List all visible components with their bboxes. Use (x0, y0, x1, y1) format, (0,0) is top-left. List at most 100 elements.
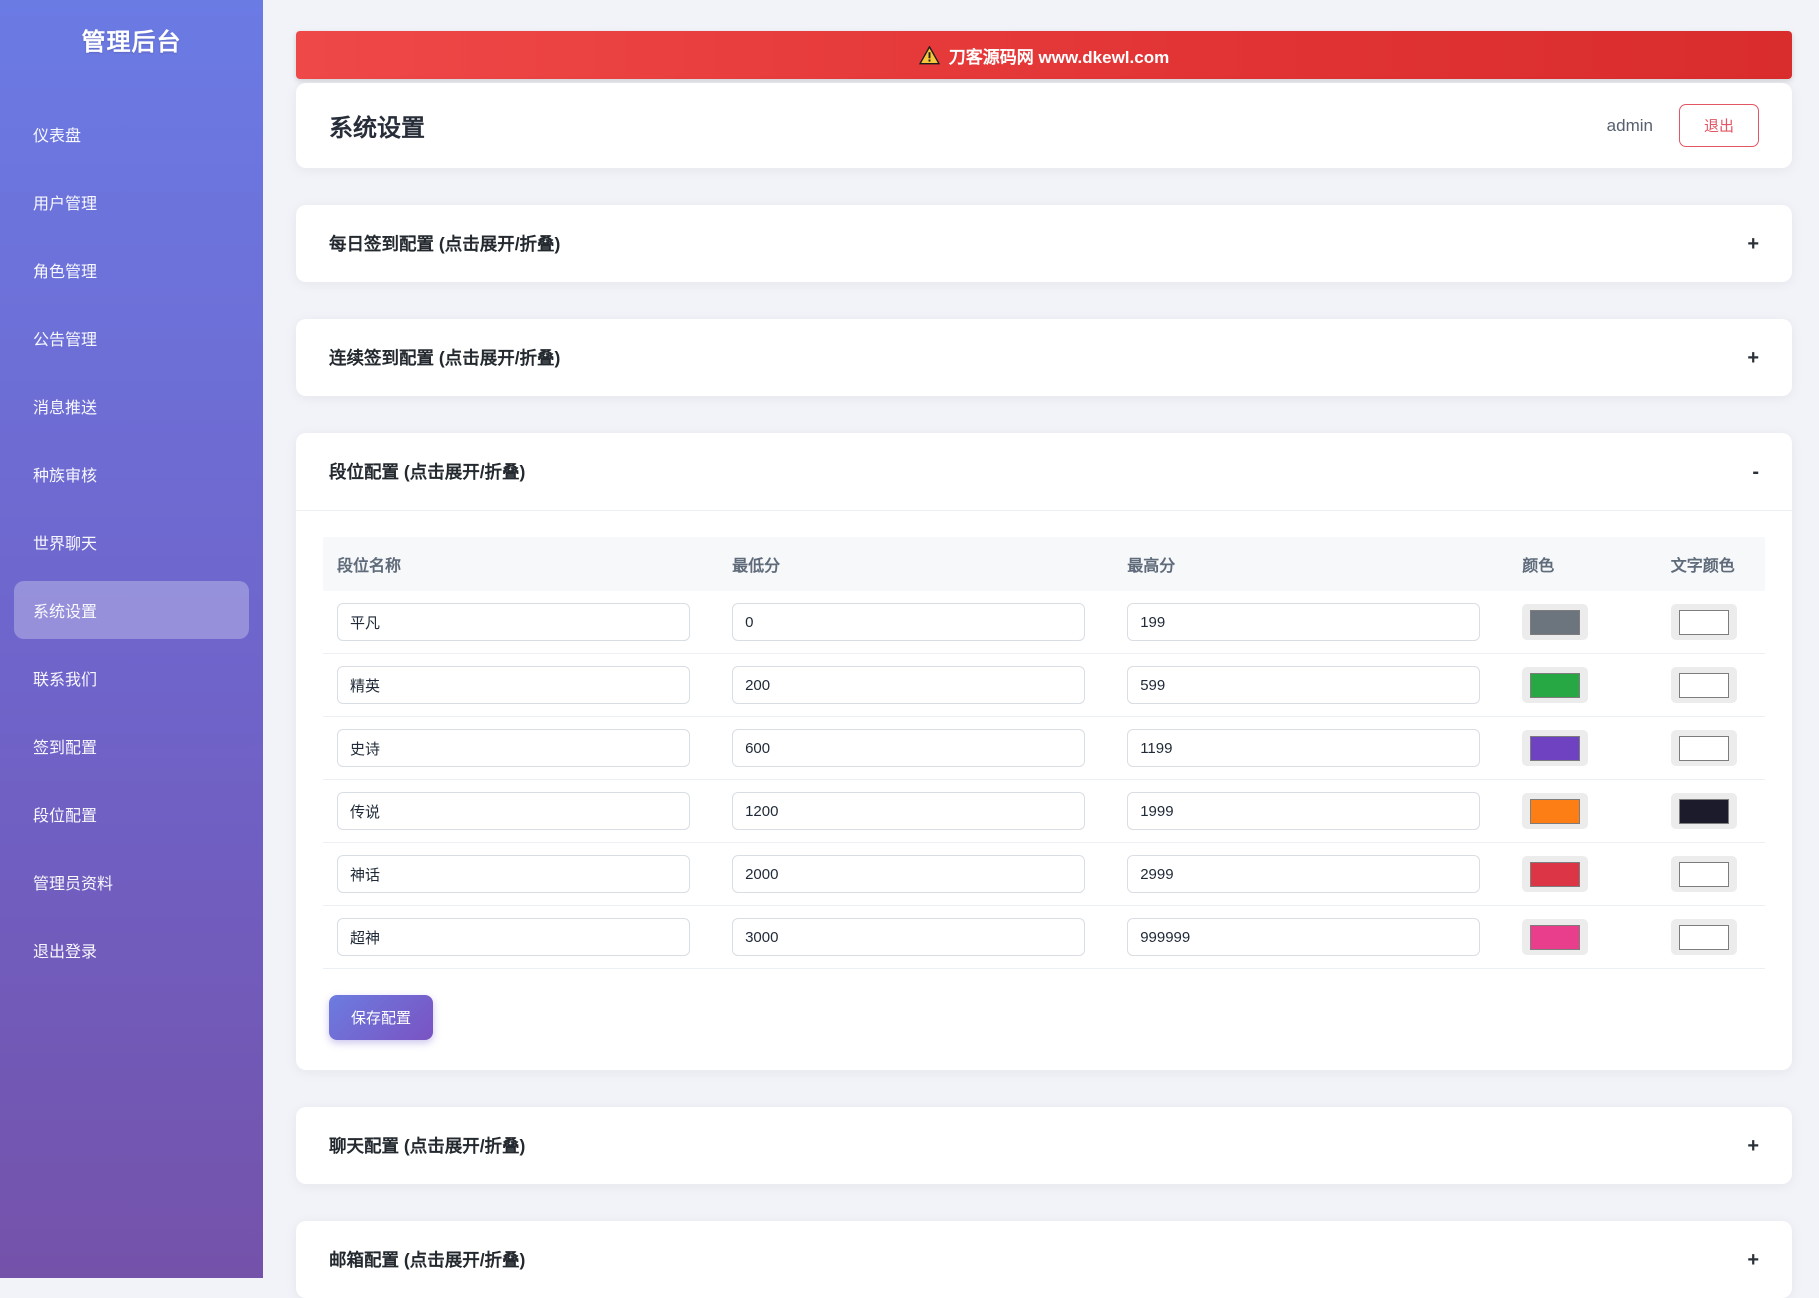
sidebar-item-race-review[interactable]: 种族审核 (0, 445, 263, 503)
expand-icon[interactable]: + (1747, 348, 1759, 368)
text-color-swatch (1679, 610, 1729, 635)
sidebar-item-contact[interactable]: 联系我们 (0, 649, 263, 707)
sidebar-item-push[interactable]: 消息推送 (0, 377, 263, 435)
col-header-text-color: 文字颜色 (1657, 552, 1765, 576)
section-continuous-signin: 连续签到配置 (点击展开/折叠) + (296, 319, 1792, 396)
col-header-min: 最低分 (718, 552, 1113, 576)
rank-table-header: 段位名称 最低分 最高分 颜色 文字颜色 (323, 537, 1765, 591)
sidebar-menu: 仪表盘 用户管理 角色管理 公告管理 消息推送 种族审核 世界聊天 系统设置 联… (0, 105, 263, 979)
section-title: 段位配置 (点击展开/折叠) (329, 459, 525, 484)
rank-name-input[interactable] (337, 729, 690, 767)
sidebar-item-roles[interactable]: 角色管理 (0, 241, 263, 299)
warning-icon (919, 46, 940, 65)
sidebar-item-system-settings[interactable]: 系统设置 (14, 581, 249, 639)
rank-config-body: 段位名称 最低分 最高分 颜色 文字颜色 (296, 511, 1792, 1070)
rank-min-input[interactable] (732, 729, 1085, 767)
rank-name-input[interactable] (337, 603, 690, 641)
section-daily-signin: 每日签到配置 (点击展开/折叠) + (296, 205, 1792, 282)
rank-text-color-picker[interactable] (1671, 856, 1737, 892)
page-title: 系统设置 (329, 108, 425, 143)
rank-color-picker[interactable] (1522, 919, 1588, 955)
header-right: admin 退出 (1607, 104, 1759, 147)
rank-text-color-picker[interactable] (1671, 919, 1737, 955)
sidebar-item-dashboard[interactable]: 仪表盘 (0, 105, 263, 163)
rank-min-input[interactable] (732, 855, 1085, 893)
table-row (323, 717, 1765, 780)
rank-max-input[interactable] (1127, 918, 1480, 956)
rank-min-input[interactable] (732, 792, 1085, 830)
sidebar-item-world-chat[interactable]: 世界聊天 (0, 513, 263, 571)
rank-min-input[interactable] (732, 603, 1085, 641)
expand-icon[interactable]: + (1747, 1250, 1759, 1270)
text-color-swatch (1679, 673, 1729, 698)
section-rank-config-header[interactable]: 段位配置 (点击展开/折叠) - (296, 433, 1792, 511)
section-continuous-signin-header[interactable]: 连续签到配置 (点击展开/折叠) + (296, 319, 1792, 396)
rank-color-picker[interactable] (1522, 856, 1588, 892)
table-row (323, 906, 1765, 969)
rank-min-input[interactable] (732, 666, 1085, 704)
main-content: 刀客源码网 www.dkewl.com 系统设置 admin 退出 每日签到配置… (263, 0, 1819, 1278)
rank-name-input[interactable] (337, 918, 690, 956)
sidebar-item-rank-config[interactable]: 段位配置 (0, 785, 263, 843)
section-rank-config: 段位配置 (点击展开/折叠) - 段位名称 最低分 最高分 颜色 文字颜色 (296, 433, 1792, 1070)
expand-icon[interactable]: + (1747, 1136, 1759, 1156)
color-swatch (1530, 736, 1580, 761)
expand-icon[interactable]: + (1747, 234, 1759, 254)
section-daily-signin-header[interactable]: 每日签到配置 (点击展开/折叠) + (296, 205, 1792, 282)
rank-name-input[interactable] (337, 666, 690, 704)
col-header-max: 最高分 (1113, 552, 1508, 576)
color-swatch (1530, 925, 1580, 950)
col-header-color: 颜色 (1508, 552, 1657, 576)
sidebar-item-announcements[interactable]: 公告管理 (0, 309, 263, 367)
rank-text-color-picker[interactable] (1671, 604, 1737, 640)
section-title: 连续签到配置 (点击展开/折叠) (329, 345, 560, 370)
rank-text-color-picker[interactable] (1671, 667, 1737, 703)
text-color-swatch (1679, 736, 1729, 761)
rank-text-color-picker[interactable] (1671, 793, 1737, 829)
sidebar: 管理后台 仪表盘 用户管理 角色管理 公告管理 消息推送 种族审核 世界聊天 系… (0, 0, 263, 1278)
rank-max-input[interactable] (1127, 603, 1480, 641)
color-swatch (1530, 610, 1580, 635)
text-color-swatch (1679, 799, 1729, 824)
rank-text-color-picker[interactable] (1671, 730, 1737, 766)
section-title: 聊天配置 (点击展开/折叠) (329, 1133, 525, 1158)
logout-button[interactable]: 退出 (1679, 104, 1759, 147)
rank-max-input[interactable] (1127, 729, 1480, 767)
rank-name-input[interactable] (337, 792, 690, 830)
section-mail-config-header[interactable]: 邮箱配置 (点击展开/折叠) + (296, 1221, 1792, 1298)
table-row (323, 654, 1765, 717)
banner-text: 刀客源码网 www.dkewl.com (949, 43, 1169, 68)
save-config-button[interactable]: 保存配置 (329, 995, 433, 1040)
sidebar-item-signin-config[interactable]: 签到配置 (0, 717, 263, 775)
col-header-name: 段位名称 (323, 552, 718, 576)
text-color-swatch (1679, 862, 1729, 887)
sidebar-item-users[interactable]: 用户管理 (0, 173, 263, 231)
rank-min-input[interactable] (732, 918, 1085, 956)
section-chat-config-header[interactable]: 聊天配置 (点击展开/折叠) + (296, 1107, 1792, 1184)
table-row (323, 843, 1765, 906)
rank-max-input[interactable] (1127, 855, 1480, 893)
sidebar-item-logout[interactable]: 退出登录 (0, 921, 263, 979)
rank-color-picker[interactable] (1522, 793, 1588, 829)
rank-max-input[interactable] (1127, 666, 1480, 704)
rank-name-input[interactable] (337, 855, 690, 893)
rank-color-picker[interactable] (1522, 730, 1588, 766)
sidebar-item-admin-profile[interactable]: 管理员资料 (0, 853, 263, 911)
table-row (323, 780, 1765, 843)
section-title: 每日签到配置 (点击展开/折叠) (329, 231, 560, 256)
rank-color-picker[interactable] (1522, 667, 1588, 703)
rank-table: 段位名称 最低分 最高分 颜色 文字颜色 (323, 537, 1765, 969)
color-swatch (1530, 673, 1580, 698)
color-swatch (1530, 799, 1580, 824)
rank-color-picker[interactable] (1522, 604, 1588, 640)
text-color-swatch (1679, 925, 1729, 950)
app-title: 管理后台 (0, 0, 263, 57)
section-title: 邮箱配置 (点击展开/折叠) (329, 1247, 525, 1272)
section-chat-config: 聊天配置 (点击展开/折叠) + (296, 1107, 1792, 1184)
table-row (323, 591, 1765, 654)
warning-banner: 刀客源码网 www.dkewl.com (296, 31, 1792, 79)
rank-max-input[interactable] (1127, 792, 1480, 830)
page-header: 系统设置 admin 退出 (296, 83, 1792, 168)
section-mail-config: 邮箱配置 (点击展开/折叠) + (296, 1221, 1792, 1298)
collapse-icon[interactable]: - (1752, 462, 1759, 482)
